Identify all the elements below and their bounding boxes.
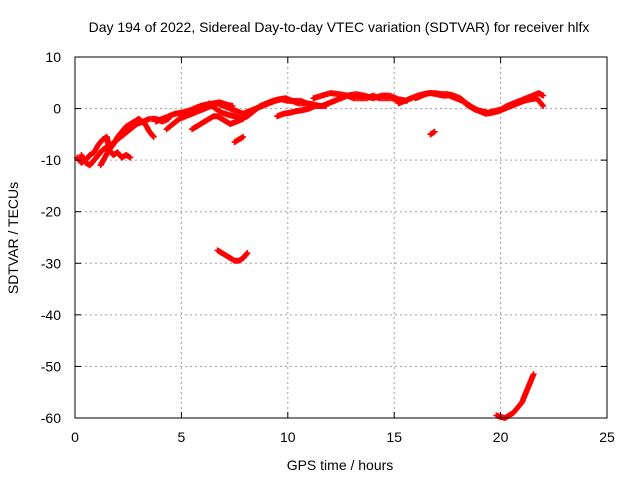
y-tick-label: -30 — [41, 255, 61, 271]
x-tick-label: 10 — [280, 429, 296, 445]
data-point — [127, 154, 134, 161]
data-point — [149, 132, 156, 139]
x-tick-label: 5 — [178, 429, 186, 445]
data-point — [540, 92, 547, 99]
y-tick-label: 0 — [53, 101, 61, 117]
y-axis-label: SDTVAR / TECUs — [5, 182, 21, 294]
y-tick-label: -10 — [41, 152, 61, 168]
y-tick-label: -50 — [41, 358, 61, 374]
grid-lines — [75, 57, 607, 418]
x-tick-label: 20 — [493, 429, 509, 445]
y-tick-label: -40 — [41, 307, 61, 323]
data-points — [74, 90, 547, 421]
y-tick-label: -60 — [41, 410, 61, 426]
data-point — [540, 102, 547, 109]
data-point — [539, 101, 546, 108]
y-tick-label: -20 — [41, 204, 61, 220]
chart-title: Day 194 of 2022, Sidereal Day-to-day VTE… — [89, 19, 590, 35]
x-tick-label: 0 — [71, 429, 79, 445]
axis-ticks: 0 5 10 15 20 25 10 0 -10 -20 -30 -40 -50 -60 — [41, 49, 615, 445]
x-axis-label: GPS time / hours — [287, 457, 394, 473]
data-point — [431, 128, 438, 135]
data-point — [240, 133, 247, 140]
x-tick-label: 15 — [386, 429, 402, 445]
plot-frame — [74, 56, 608, 419]
data-point — [530, 371, 537, 378]
y-tick-label: 10 — [45, 49, 61, 65]
x-tick-label: 25 — [599, 429, 615, 445]
data-point — [150, 133, 157, 140]
data-point — [244, 249, 251, 256]
